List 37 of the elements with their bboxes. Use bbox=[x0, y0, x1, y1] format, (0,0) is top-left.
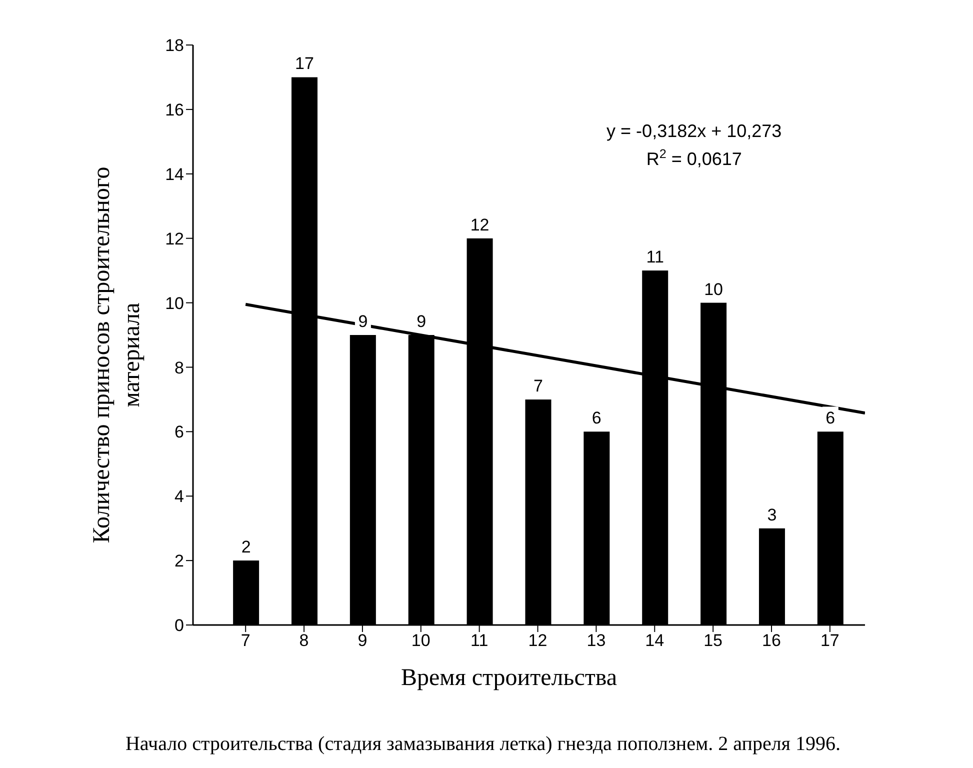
y-tick-label: 6 bbox=[174, 422, 184, 442]
y-tick-label: 18 bbox=[165, 36, 184, 56]
y-tick-label: 2 bbox=[174, 552, 184, 571]
x-tick-label: 13 bbox=[586, 631, 606, 650]
data-label: 11 bbox=[646, 248, 664, 267]
y-tick-label: 4 bbox=[174, 487, 184, 506]
x-tick-label: 9 bbox=[358, 631, 368, 650]
x-tick-label: 7 bbox=[240, 631, 250, 650]
x-tick-label: 15 bbox=[704, 631, 723, 650]
text: Начало строительства (стадия замазывания летка) гнезда поползнем. 2 апреля 1996. bbox=[125, 733, 841, 755]
x-tick-label: 14 bbox=[645, 631, 664, 650]
data-label: 6 bbox=[592, 408, 602, 428]
data-label: 2 bbox=[241, 538, 251, 557]
y-tick-label: 0 bbox=[174, 616, 184, 636]
y-tick-label: 12 bbox=[165, 229, 184, 248]
data-label: 9 bbox=[416, 312, 426, 331]
y-tick-label: 10 bbox=[165, 294, 184, 313]
data-label: 12 bbox=[470, 215, 490, 234]
data-label: 9 bbox=[358, 312, 368, 331]
x-tick-label: 8 bbox=[299, 631, 309, 650]
y-tick-label: 14 bbox=[165, 164, 184, 184]
x-tick-label: 11 bbox=[470, 631, 488, 650]
y-tick-label: 16 bbox=[165, 100, 184, 120]
annotation: R$^{2}$ = 0,0617 bbox=[646, 147, 742, 169]
data-label: 3 bbox=[767, 505, 777, 524]
x-tick-label: 10 bbox=[411, 631, 430, 650]
y-axis-title: Количество приносов строительного материала bbox=[89, 166, 145, 544]
x-axis-title: Время строительства bbox=[400, 665, 618, 691]
x-tick-label: 17 bbox=[820, 631, 840, 650]
data-label: 7 bbox=[534, 376, 543, 396]
data-label: 10 bbox=[704, 280, 723, 299]
x-tick-label: 16 bbox=[762, 631, 781, 650]
y-tick-label: 8 bbox=[174, 358, 184, 378]
data-label: 17 bbox=[295, 54, 314, 74]
data-label: 6 bbox=[826, 408, 836, 428]
x-tick-label: 12 bbox=[528, 631, 548, 650]
annotation: y = -0,3182x + 10,273 bbox=[606, 121, 782, 141]
